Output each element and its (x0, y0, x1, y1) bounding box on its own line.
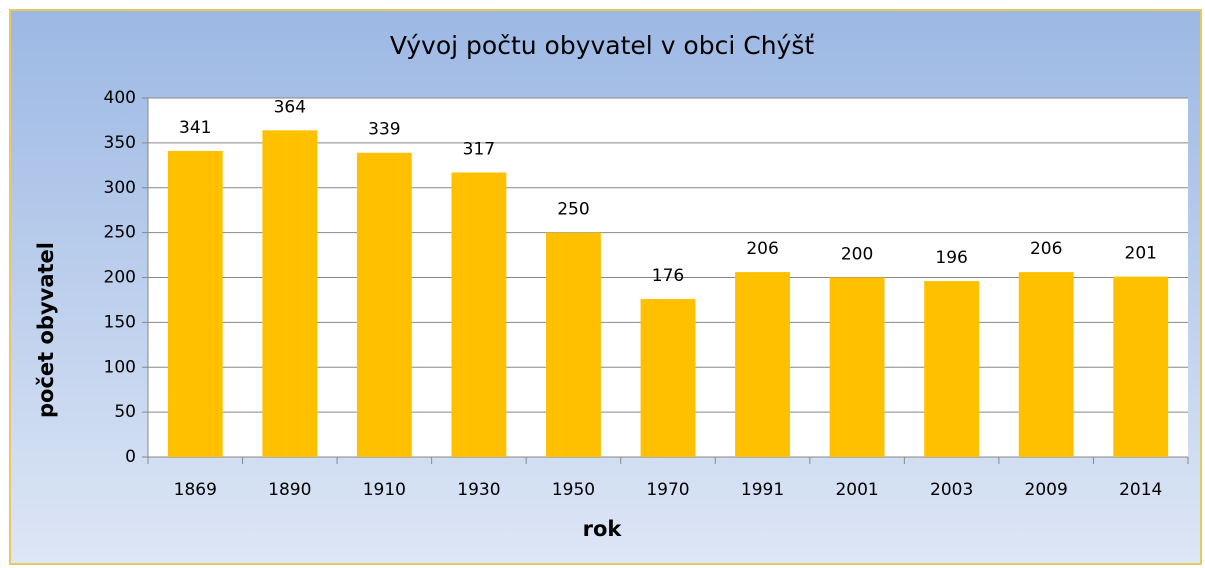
x-tick-label: 2003 (930, 480, 973, 500)
y-tick-label: 100 (104, 357, 136, 377)
y-tick-label: 50 (114, 402, 136, 422)
y-axis-label: počet obyvatel (34, 242, 58, 418)
y-tick-label: 350 (104, 133, 136, 153)
x-tick-label: 1869 (174, 480, 217, 500)
bar (1018, 272, 1074, 457)
bar (167, 150, 223, 457)
bar (640, 299, 696, 457)
x-tick-label: 1991 (741, 480, 784, 500)
data-label: 364 (274, 97, 306, 117)
data-label: 317 (463, 139, 495, 159)
bar (1113, 276, 1169, 457)
y-tick-label: 300 (104, 178, 136, 198)
bar (735, 272, 790, 457)
bar (829, 277, 885, 457)
y-tick-label: 0 (125, 447, 136, 467)
bar (356, 152, 412, 457)
y-tick-label: 250 (104, 223, 136, 243)
chart-title: Vývoj počtu obyvatel v obci Chýšť (390, 31, 815, 60)
x-tick-label: 2014 (1119, 480, 1162, 500)
y-tick-label: 150 (104, 312, 136, 332)
x-axis-label: rok (583, 517, 623, 541)
data-label: 250 (557, 200, 589, 220)
data-label: 206 (1030, 239, 1062, 259)
data-label: 176 (652, 266, 684, 286)
x-tick-label: 1970 (646, 480, 689, 500)
data-label: 196 (935, 248, 967, 268)
data-label: 201 (1125, 244, 1157, 264)
bar (451, 172, 507, 457)
data-label: 339 (368, 120, 400, 140)
data-label: 206 (746, 239, 778, 259)
x-tick-label: 1910 (363, 480, 406, 500)
y-tick-label: 400 (104, 88, 136, 108)
data-label: 341 (179, 118, 211, 138)
x-tick-label: 1930 (457, 480, 500, 500)
bar (546, 232, 601, 457)
x-tick-label: 1950 (552, 480, 595, 500)
x-tick-label: 1890 (268, 480, 311, 500)
data-label: 200 (841, 245, 873, 265)
x-tick-label: 2001 (835, 480, 878, 500)
y-tick-label: 200 (104, 268, 136, 288)
x-tick-label: 2009 (1025, 480, 1068, 500)
bar (262, 130, 318, 457)
bar (924, 281, 980, 457)
